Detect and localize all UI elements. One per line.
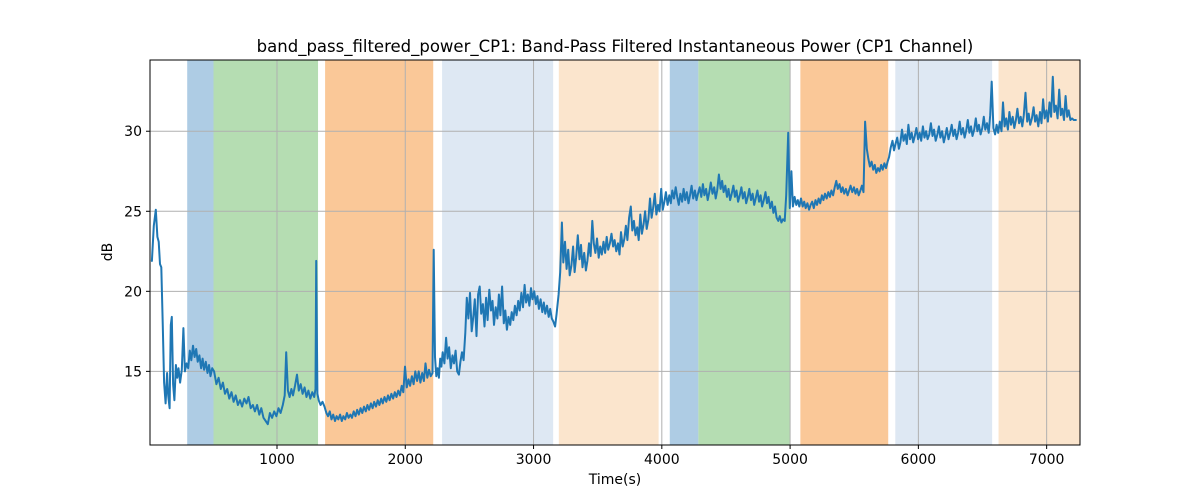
x-tick-label: 4000 xyxy=(644,452,680,468)
y-axis-label: dB xyxy=(100,242,116,262)
x-tick-label: 1000 xyxy=(259,452,295,468)
x-tick-label: 3000 xyxy=(516,452,552,468)
highlight-band xyxy=(558,60,659,445)
highlight-band xyxy=(442,60,554,445)
highlight-band xyxy=(325,60,434,445)
highlight-band xyxy=(895,60,993,445)
highlight-band xyxy=(187,60,214,445)
y-tick-label: 20 xyxy=(124,284,142,300)
y-tick-label: 15 xyxy=(124,364,142,380)
highlight-band xyxy=(213,60,319,445)
highlight-band xyxy=(800,60,889,445)
x-axis-label: Time(s) xyxy=(588,472,642,488)
x-tick-label: 6000 xyxy=(901,452,937,468)
x-tick-label: 5000 xyxy=(772,452,808,468)
x-tick-label: 7000 xyxy=(1029,452,1065,468)
x-tick-label: 2000 xyxy=(387,452,423,468)
highlight-band xyxy=(669,60,699,445)
y-tick-label: 30 xyxy=(124,124,142,140)
y-tick-label: 25 xyxy=(124,204,142,220)
highlight-band xyxy=(698,60,791,445)
axes-frame xyxy=(149,59,1081,446)
chart-title: band_pass_filtered_power_CP1: Band-Pass … xyxy=(256,37,974,56)
data-line xyxy=(150,75,1077,426)
